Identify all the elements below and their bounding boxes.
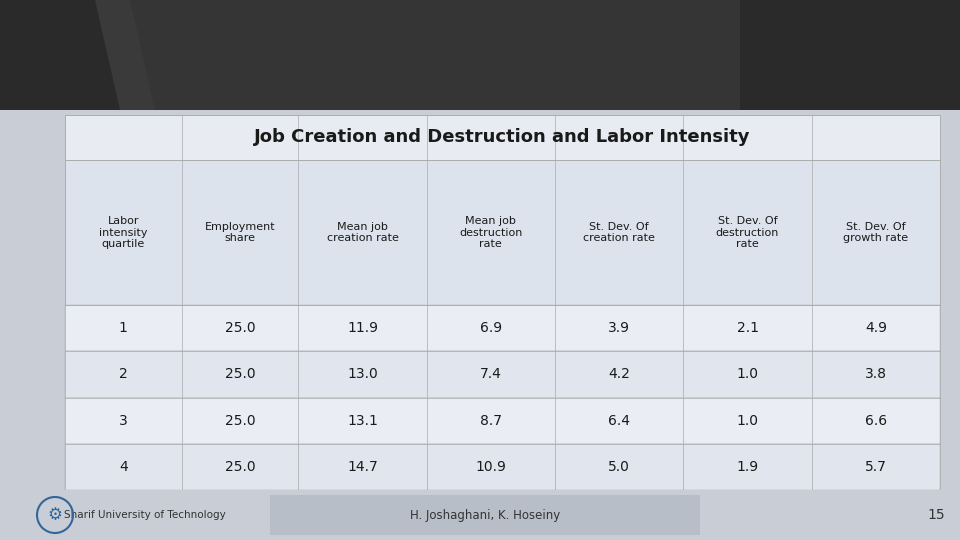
Text: 7.4: 7.4 xyxy=(480,367,502,381)
Text: 3: 3 xyxy=(119,414,128,428)
Text: St. Dev. Of
destruction
rate: St. Dev. Of destruction rate xyxy=(716,216,780,249)
Bar xyxy=(0,490,960,540)
Text: St. Dev. Of
growth rate: St. Dev. Of growth rate xyxy=(843,222,908,244)
Bar xyxy=(65,115,940,160)
Text: 25.0: 25.0 xyxy=(225,414,255,428)
Text: H. Joshaghani, K. Hoseiny: H. Joshaghani, K. Hoseiny xyxy=(410,509,560,522)
Text: 1.0: 1.0 xyxy=(736,367,758,381)
Bar xyxy=(65,160,940,305)
Text: Sharif University of Technology: Sharif University of Technology xyxy=(64,510,226,520)
Bar xyxy=(65,397,940,444)
Text: 25.0: 25.0 xyxy=(225,367,255,381)
Text: 4.2: 4.2 xyxy=(609,367,630,381)
Bar xyxy=(120,0,740,110)
Text: Labor
intensity
quartile: Labor intensity quartile xyxy=(99,216,148,249)
Text: 11.9: 11.9 xyxy=(347,321,378,335)
Text: Mean job
creation rate: Mean job creation rate xyxy=(326,222,398,244)
Text: 15: 15 xyxy=(927,508,945,522)
Text: 2.1: 2.1 xyxy=(736,321,758,335)
Text: 6.9: 6.9 xyxy=(480,321,502,335)
Bar xyxy=(65,305,940,351)
Text: 1.9: 1.9 xyxy=(736,460,758,474)
Bar xyxy=(65,444,940,490)
Text: 4.9: 4.9 xyxy=(865,321,887,335)
Text: 2: 2 xyxy=(119,367,128,381)
Text: 1: 1 xyxy=(119,321,128,335)
Text: Mean job
destruction
rate: Mean job destruction rate xyxy=(459,216,522,249)
Text: 25.0: 25.0 xyxy=(225,321,255,335)
Text: 25.0: 25.0 xyxy=(225,460,255,474)
Text: ⚙: ⚙ xyxy=(48,506,62,524)
Text: 13.1: 13.1 xyxy=(348,414,378,428)
Bar xyxy=(0,0,960,110)
Text: 4: 4 xyxy=(119,460,128,474)
Text: 5.0: 5.0 xyxy=(609,460,630,474)
Bar xyxy=(65,351,940,397)
Text: 3.9: 3.9 xyxy=(609,321,630,335)
Text: St. Dev. Of
creation rate: St. Dev. Of creation rate xyxy=(584,222,655,244)
Text: 10.9: 10.9 xyxy=(475,460,506,474)
Text: Job Creation and Destruction and Labor Intensity: Job Creation and Destruction and Labor I… xyxy=(254,129,751,146)
Text: 8.7: 8.7 xyxy=(480,414,502,428)
Bar xyxy=(0,115,65,490)
Text: 3.8: 3.8 xyxy=(865,367,887,381)
Text: 14.7: 14.7 xyxy=(348,460,378,474)
Polygon shape xyxy=(0,0,120,110)
Text: 1.0: 1.0 xyxy=(736,414,758,428)
Bar xyxy=(270,495,700,535)
Text: 13.0: 13.0 xyxy=(348,367,378,381)
Text: 6.6: 6.6 xyxy=(865,414,887,428)
Text: 6.4: 6.4 xyxy=(609,414,630,428)
Polygon shape xyxy=(0,0,155,110)
Text: Employment
share: Employment share xyxy=(204,222,276,244)
Text: 5.7: 5.7 xyxy=(865,460,887,474)
